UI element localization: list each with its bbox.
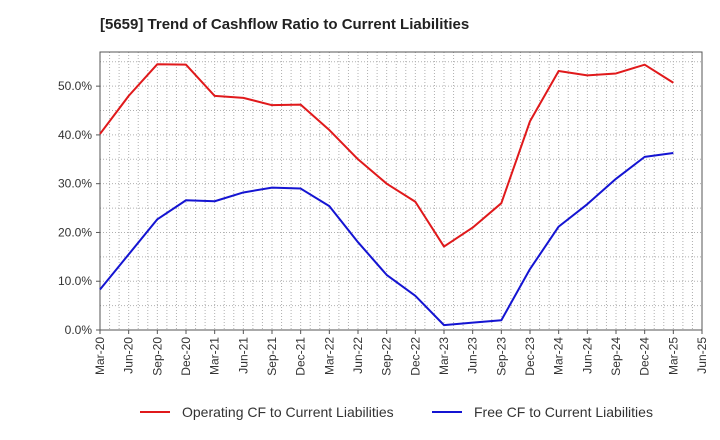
legend-item-operating-cf: Operating CF to Current Liabilities xyxy=(140,404,394,420)
x-tick-label: Jun-21 xyxy=(236,337,250,374)
series-line-1 xyxy=(99,151,674,327)
x-tick-label: Dec-21 xyxy=(294,337,308,376)
y-tick-label: 0.0% xyxy=(65,323,93,337)
x-tick-label: Dec-23 xyxy=(523,337,537,376)
x-tick-labels: Mar-20 Jun-20 Sep-20 Dec-20 Mar-21 Jun-21 Sep-… xyxy=(93,337,709,376)
y-tick-label: 20.0% xyxy=(58,225,92,239)
x-tick-label: Jun-20 xyxy=(122,337,136,374)
x-tick-label: Sep-21 xyxy=(265,337,279,376)
y-tick-label: 40.0% xyxy=(58,128,92,142)
x-tick-label: Jun-25 xyxy=(695,337,709,374)
legend-swatch-free-cf xyxy=(432,411,462,413)
x-tick-label: Jun-22 xyxy=(351,337,365,374)
x-tick-label: Dec-20 xyxy=(179,337,193,376)
x-tick-label: Mar-21 xyxy=(208,337,222,375)
y-tick-label: 10.0% xyxy=(58,274,92,288)
chart-title: [5659] Trend of Cashflow Ratio to Curren… xyxy=(100,16,470,33)
legend-label-free-cf: Free CF to Current Liabilities xyxy=(474,404,653,420)
x-tick-label: Sep-23 xyxy=(494,337,508,376)
series-line-0 xyxy=(99,63,674,248)
x-tick-label: Sep-20 xyxy=(150,337,164,376)
x-tick-label: Sep-24 xyxy=(609,337,623,376)
y-tick-label: 50.0% xyxy=(58,79,92,93)
x-tick-label: Dec-24 xyxy=(638,337,652,376)
x-tick-label: Jun-23 xyxy=(466,337,480,374)
x-tick-label: Dec-22 xyxy=(408,337,422,376)
x-tick-label: Mar-23 xyxy=(437,337,451,375)
x-tick-label: Mar-24 xyxy=(552,337,566,375)
x-tick-label: Mar-22 xyxy=(322,337,336,375)
legend-item-free-cf: Free CF to Current Liabilities xyxy=(432,404,653,420)
y-tick-labels: 0.0% 10.0% 20.0% 30.0% 40.0% 50.0% xyxy=(58,79,92,337)
plot-frame xyxy=(99,51,703,331)
x-tick-label: Sep-22 xyxy=(380,337,394,376)
x-tick-label: Mar-25 xyxy=(666,337,680,375)
x-tick-label: Jun-24 xyxy=(580,337,594,374)
series-lines xyxy=(99,63,674,327)
grid-lines xyxy=(99,52,703,331)
x-tick-label: Mar-20 xyxy=(93,337,107,375)
y-tick-label: 30.0% xyxy=(58,177,92,191)
legend-label-operating-cf: Operating CF to Current Liabilities xyxy=(182,404,394,420)
axes xyxy=(96,51,703,334)
legend-swatch-operating-cf xyxy=(140,411,170,413)
